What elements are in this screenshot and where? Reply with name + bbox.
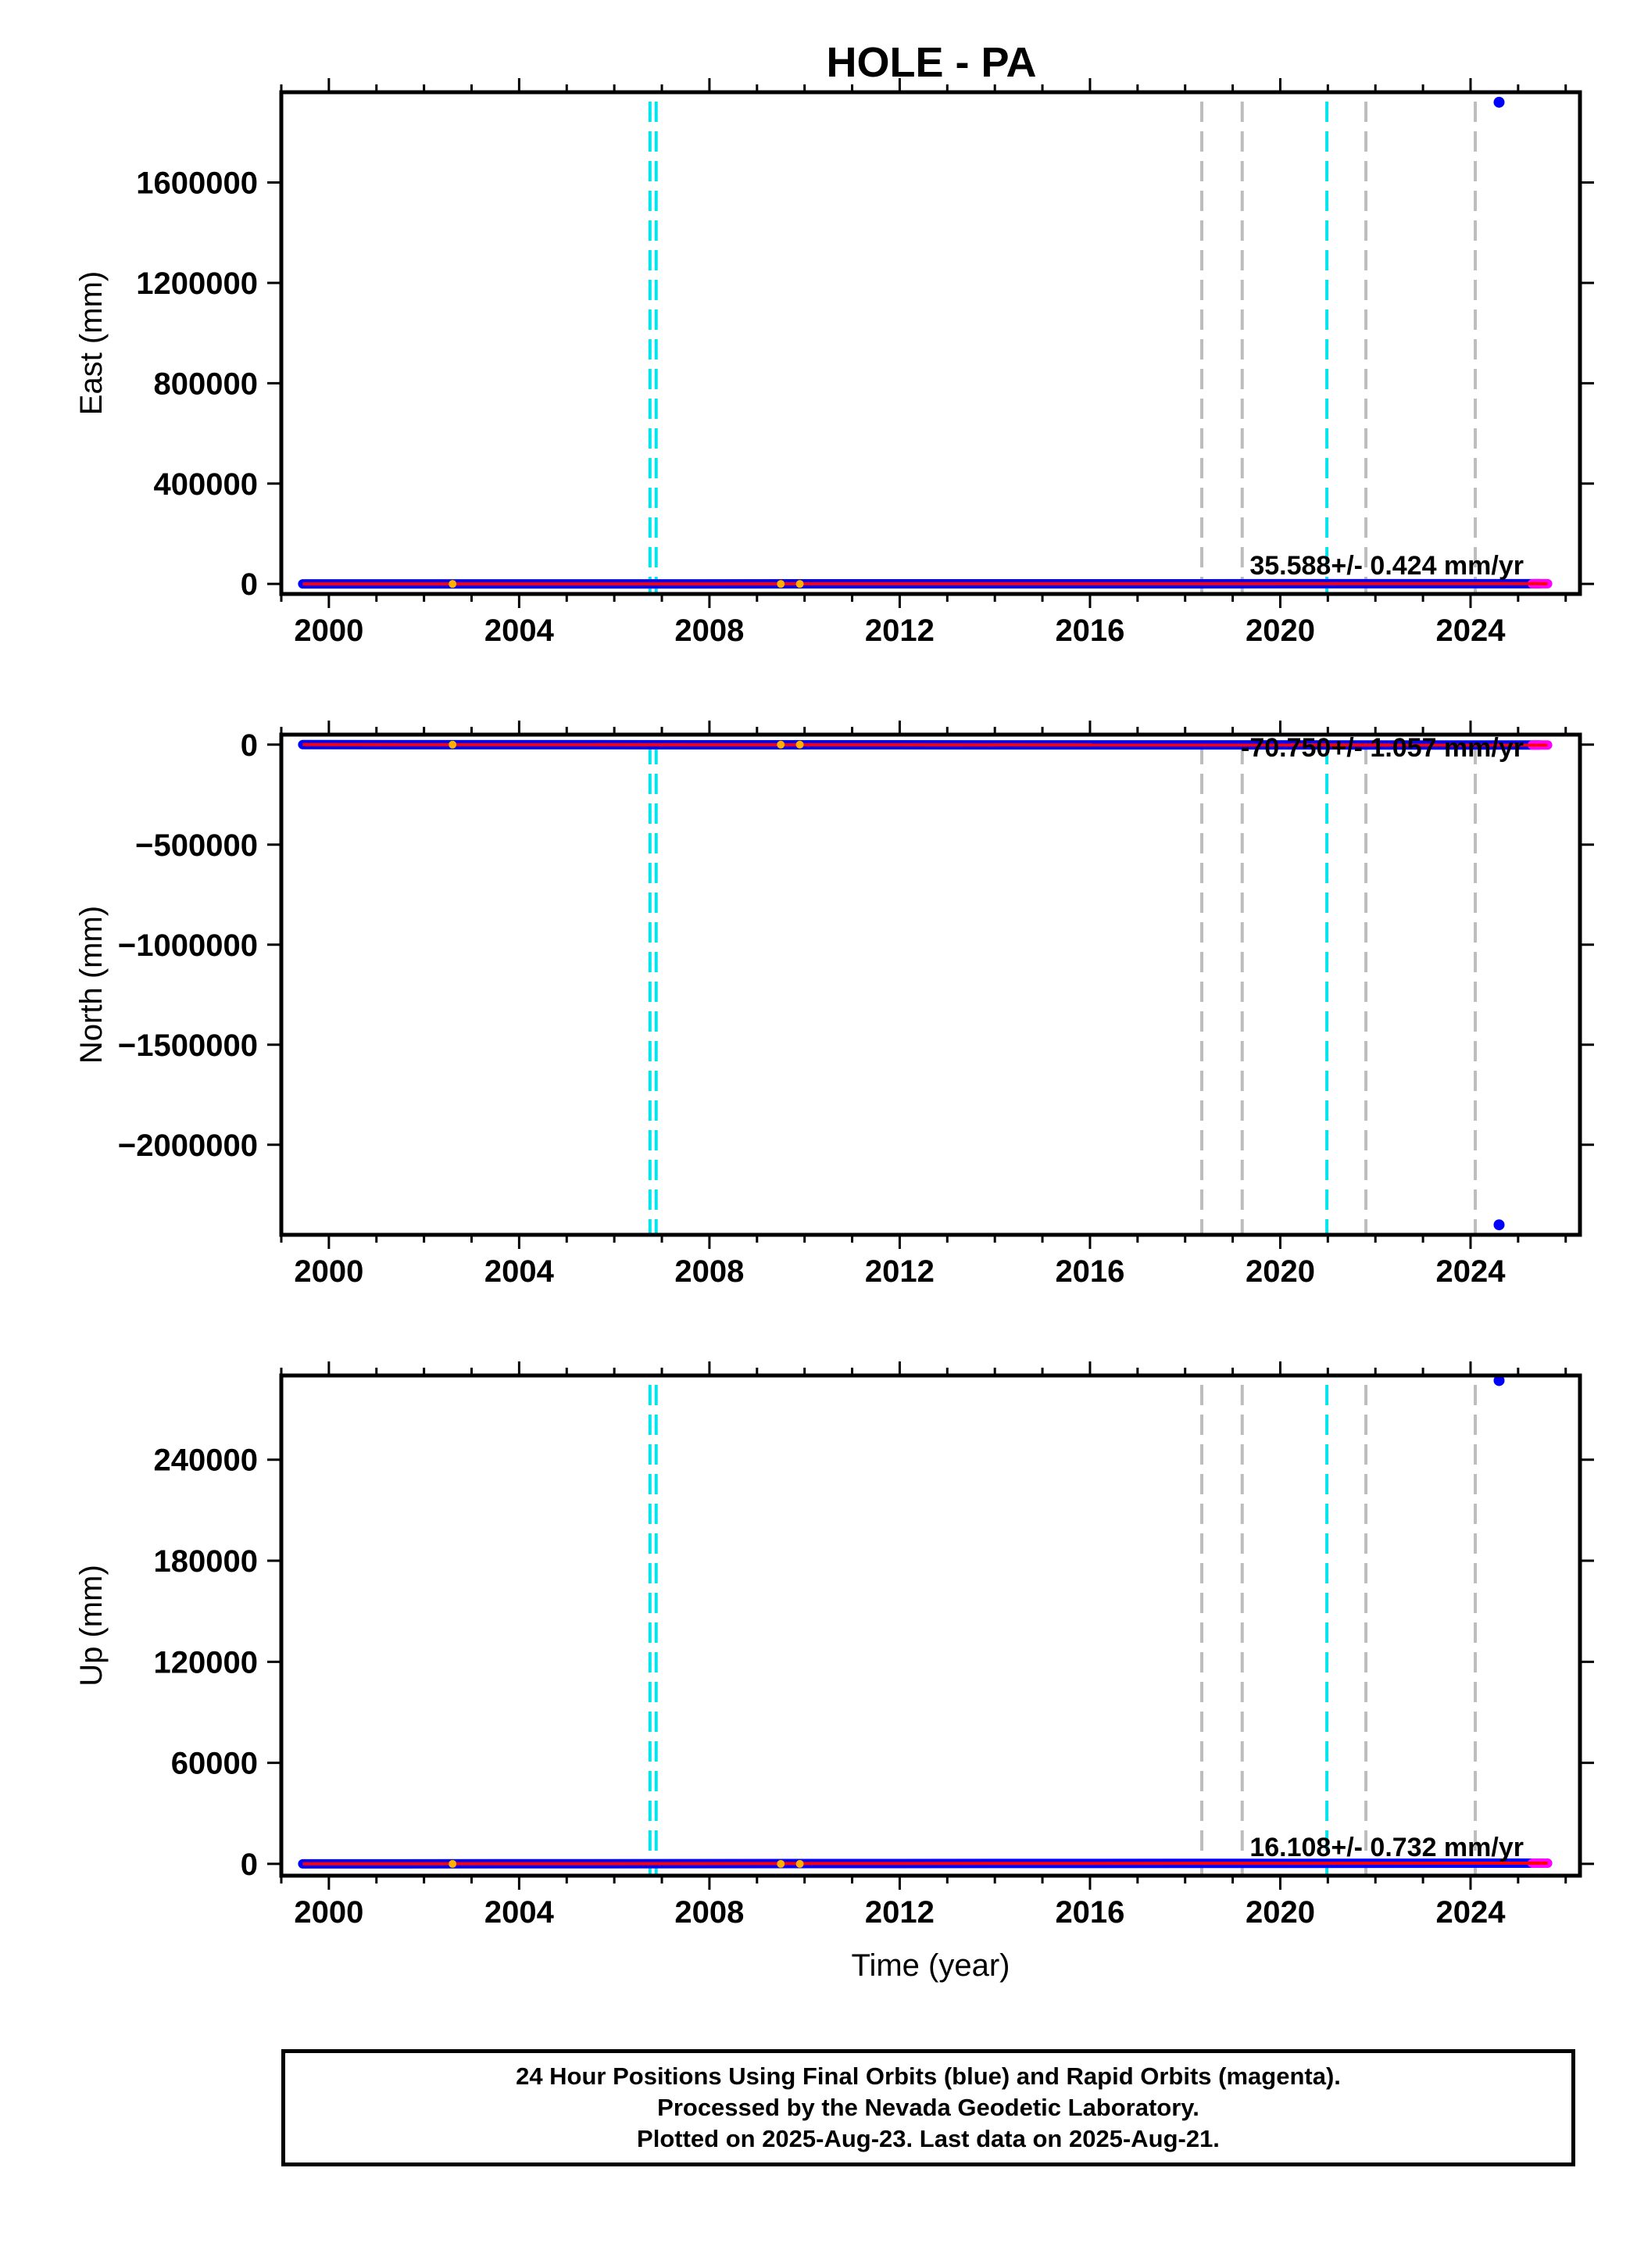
east-xtick-label-2016: 2016 [1055,614,1124,648]
up-ytick-label-2: 120000 [154,1645,258,1680]
up-plot-frame [279,1373,1582,1878]
up-ytick-label-1: 60000 [171,1747,258,1781]
up-rate-annotation: 16.108+/- 0.732 mm/yr [1249,1833,1524,1862]
north-plot-frame [279,732,1582,1237]
north-ytick-label-3: −1500000 [118,1028,258,1063]
east-xtick-label-2020: 2020 [1246,614,1315,648]
east-rate-annotation: 35.588+/- 0.424 mm/yr [1249,551,1524,581]
up-ylabel: Up (mm) [74,1565,109,1687]
up-outlier-point-0 [1493,1375,1505,1386]
footer-processor-line: Processed by the Nevada Geodetic Laborat… [657,2094,1199,2121]
east-ytick-label-1: 400000 [154,467,258,502]
footer-orbits-line: 24 Hour Positions Using Final Orbits (bl… [516,2062,1341,2090]
up-ytick-label-3: 180000 [154,1544,258,1579]
up-trend-line [302,1862,1548,1866]
up-xtick-label-2016: 2016 [1055,1895,1124,1930]
east-ytick-label-3: 1200000 [136,267,258,301]
up-xtick-label-2020: 2020 [1246,1895,1315,1930]
up-xtick-label-2024: 2024 [1435,1895,1506,1930]
up-ytick-label-4: 240000 [154,1443,258,1478]
east-ytick-label-2: 800000 [154,367,258,401]
north-xtick-label-2008: 2008 [674,1254,744,1289]
east-gap-marker-1 [777,580,785,588]
north-ylabel: North (mm) [74,906,109,1064]
east-gap-marker-2 [795,580,804,588]
up-ytick-label-0: 0 [241,1848,258,1882]
up-gap-marker-2 [795,1859,804,1868]
up-gap-marker-0 [449,1859,457,1868]
north-gap-marker-0 [449,740,457,749]
east-gap-marker-0 [449,580,457,588]
north-gap-marker-2 [795,740,804,749]
up-xtick-label-2008: 2008 [674,1895,744,1930]
up-xtick-label-2004: 2004 [484,1895,555,1930]
up-panel: 2000 2004 2008 2012 2016 2020 2024 0 60000 120000… [74,1361,1594,1983]
up-xlabel: Time (year) [852,1948,1010,1983]
north-xtick-label-2016: 2016 [1055,1254,1124,1289]
north-xtick-label-2004: 2004 [484,1254,555,1289]
north-panel: 2000 2004 2008 2012 2016 2020 2024 0 −500000 −100… [74,721,1594,1289]
east-xtick-label-2024: 2024 [1435,614,1506,648]
north-ytick-label-1: −500000 [135,828,258,863]
footer-dates-line: Plotted on 2025-Aug-23. Last data on 202… [637,2125,1220,2152]
figure-title: HOLE - PA [827,39,1037,86]
processing-info-box: 24 Hour Positions Using Final Orbits (bl… [281,2049,1575,2166]
north-ytick-label-0: 0 [241,728,258,763]
north-xtick-label-2000: 2000 [294,1254,363,1289]
north-xtick-label-2012: 2012 [865,1254,935,1289]
north-xtick-label-2024: 2024 [1435,1254,1506,1289]
east-ytick-label-4: 1600000 [136,166,258,201]
east-ylabel: East (mm) [74,271,109,415]
east-plot-frame [279,90,1582,596]
north-ytick-label-2: −1000000 [118,928,258,963]
up-xtick-label-2012: 2012 [865,1895,935,1930]
east-panel: 2000 2004 2008 2012 2016 2020 2024 0 400000 80000… [74,78,1594,648]
east-xtick-label-2004: 2004 [484,614,555,648]
up-xtick-label-2000: 2000 [294,1895,363,1930]
north-xtick-label-2020: 2020 [1246,1254,1315,1289]
north-gap-marker-1 [777,740,785,749]
east-outlier-point-0 [1493,96,1505,108]
east-xtick-label-2012: 2012 [865,614,935,648]
east-ytick-label-0: 0 [241,567,258,602]
north-outlier-point-0 [1493,1219,1505,1231]
north-ytick-label-4: −2000000 [118,1129,258,1163]
east-xtick-label-2000: 2000 [294,614,363,648]
up-gap-marker-1 [777,1859,785,1868]
north-rate-annotation: -70.750+/- 1.057 mm/yr [1241,733,1524,763]
east-xtick-label-2008: 2008 [674,614,744,648]
